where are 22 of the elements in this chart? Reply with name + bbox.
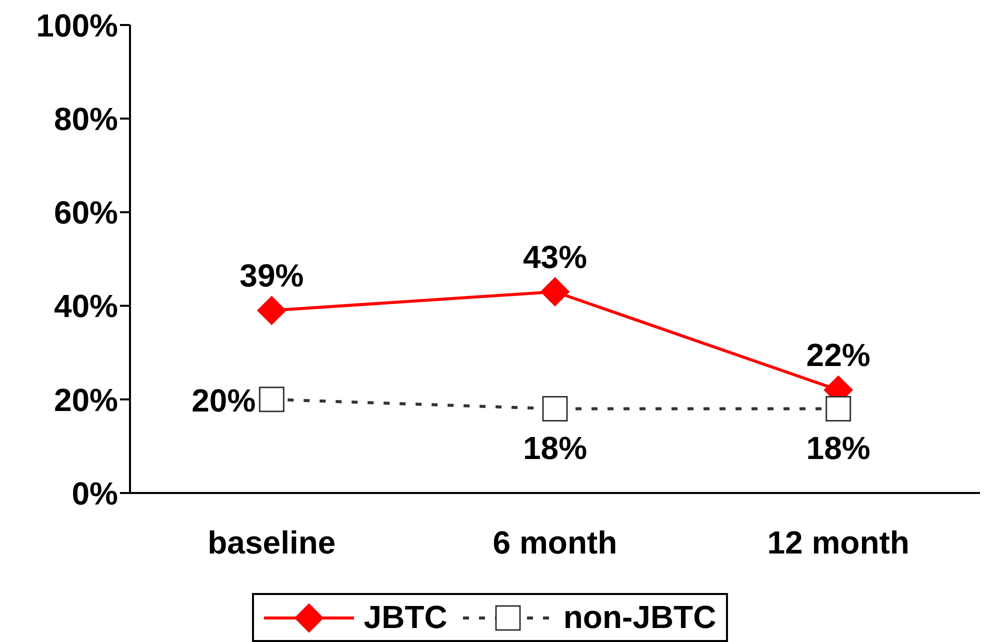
data-label: 43% xyxy=(522,238,588,275)
data-label: 39% xyxy=(240,257,304,294)
y-tick-label: 80% xyxy=(54,100,118,137)
data-label: 18% xyxy=(522,430,588,466)
y-tick-label: 20% xyxy=(54,382,118,418)
point xyxy=(826,396,852,422)
legend-label: JBTC xyxy=(364,599,448,636)
x-tick-label: 6 month xyxy=(492,524,618,561)
legend-label: non-JBTC xyxy=(563,599,716,636)
point xyxy=(257,296,286,325)
y-tick-label: 40% xyxy=(54,288,118,324)
point xyxy=(258,386,284,412)
y-tick-label: 60% xyxy=(54,194,118,231)
x-tick-label: 12 month xyxy=(767,524,910,561)
point xyxy=(540,277,570,306)
data-label: 20% xyxy=(192,382,256,418)
y-tick-label: 100% xyxy=(36,7,118,44)
data-label: 22% xyxy=(806,337,870,374)
x-tick-label: baseline xyxy=(208,524,336,561)
y-tick-label: 0% xyxy=(72,475,118,512)
point xyxy=(542,396,568,422)
data-label: 18% xyxy=(806,430,870,466)
